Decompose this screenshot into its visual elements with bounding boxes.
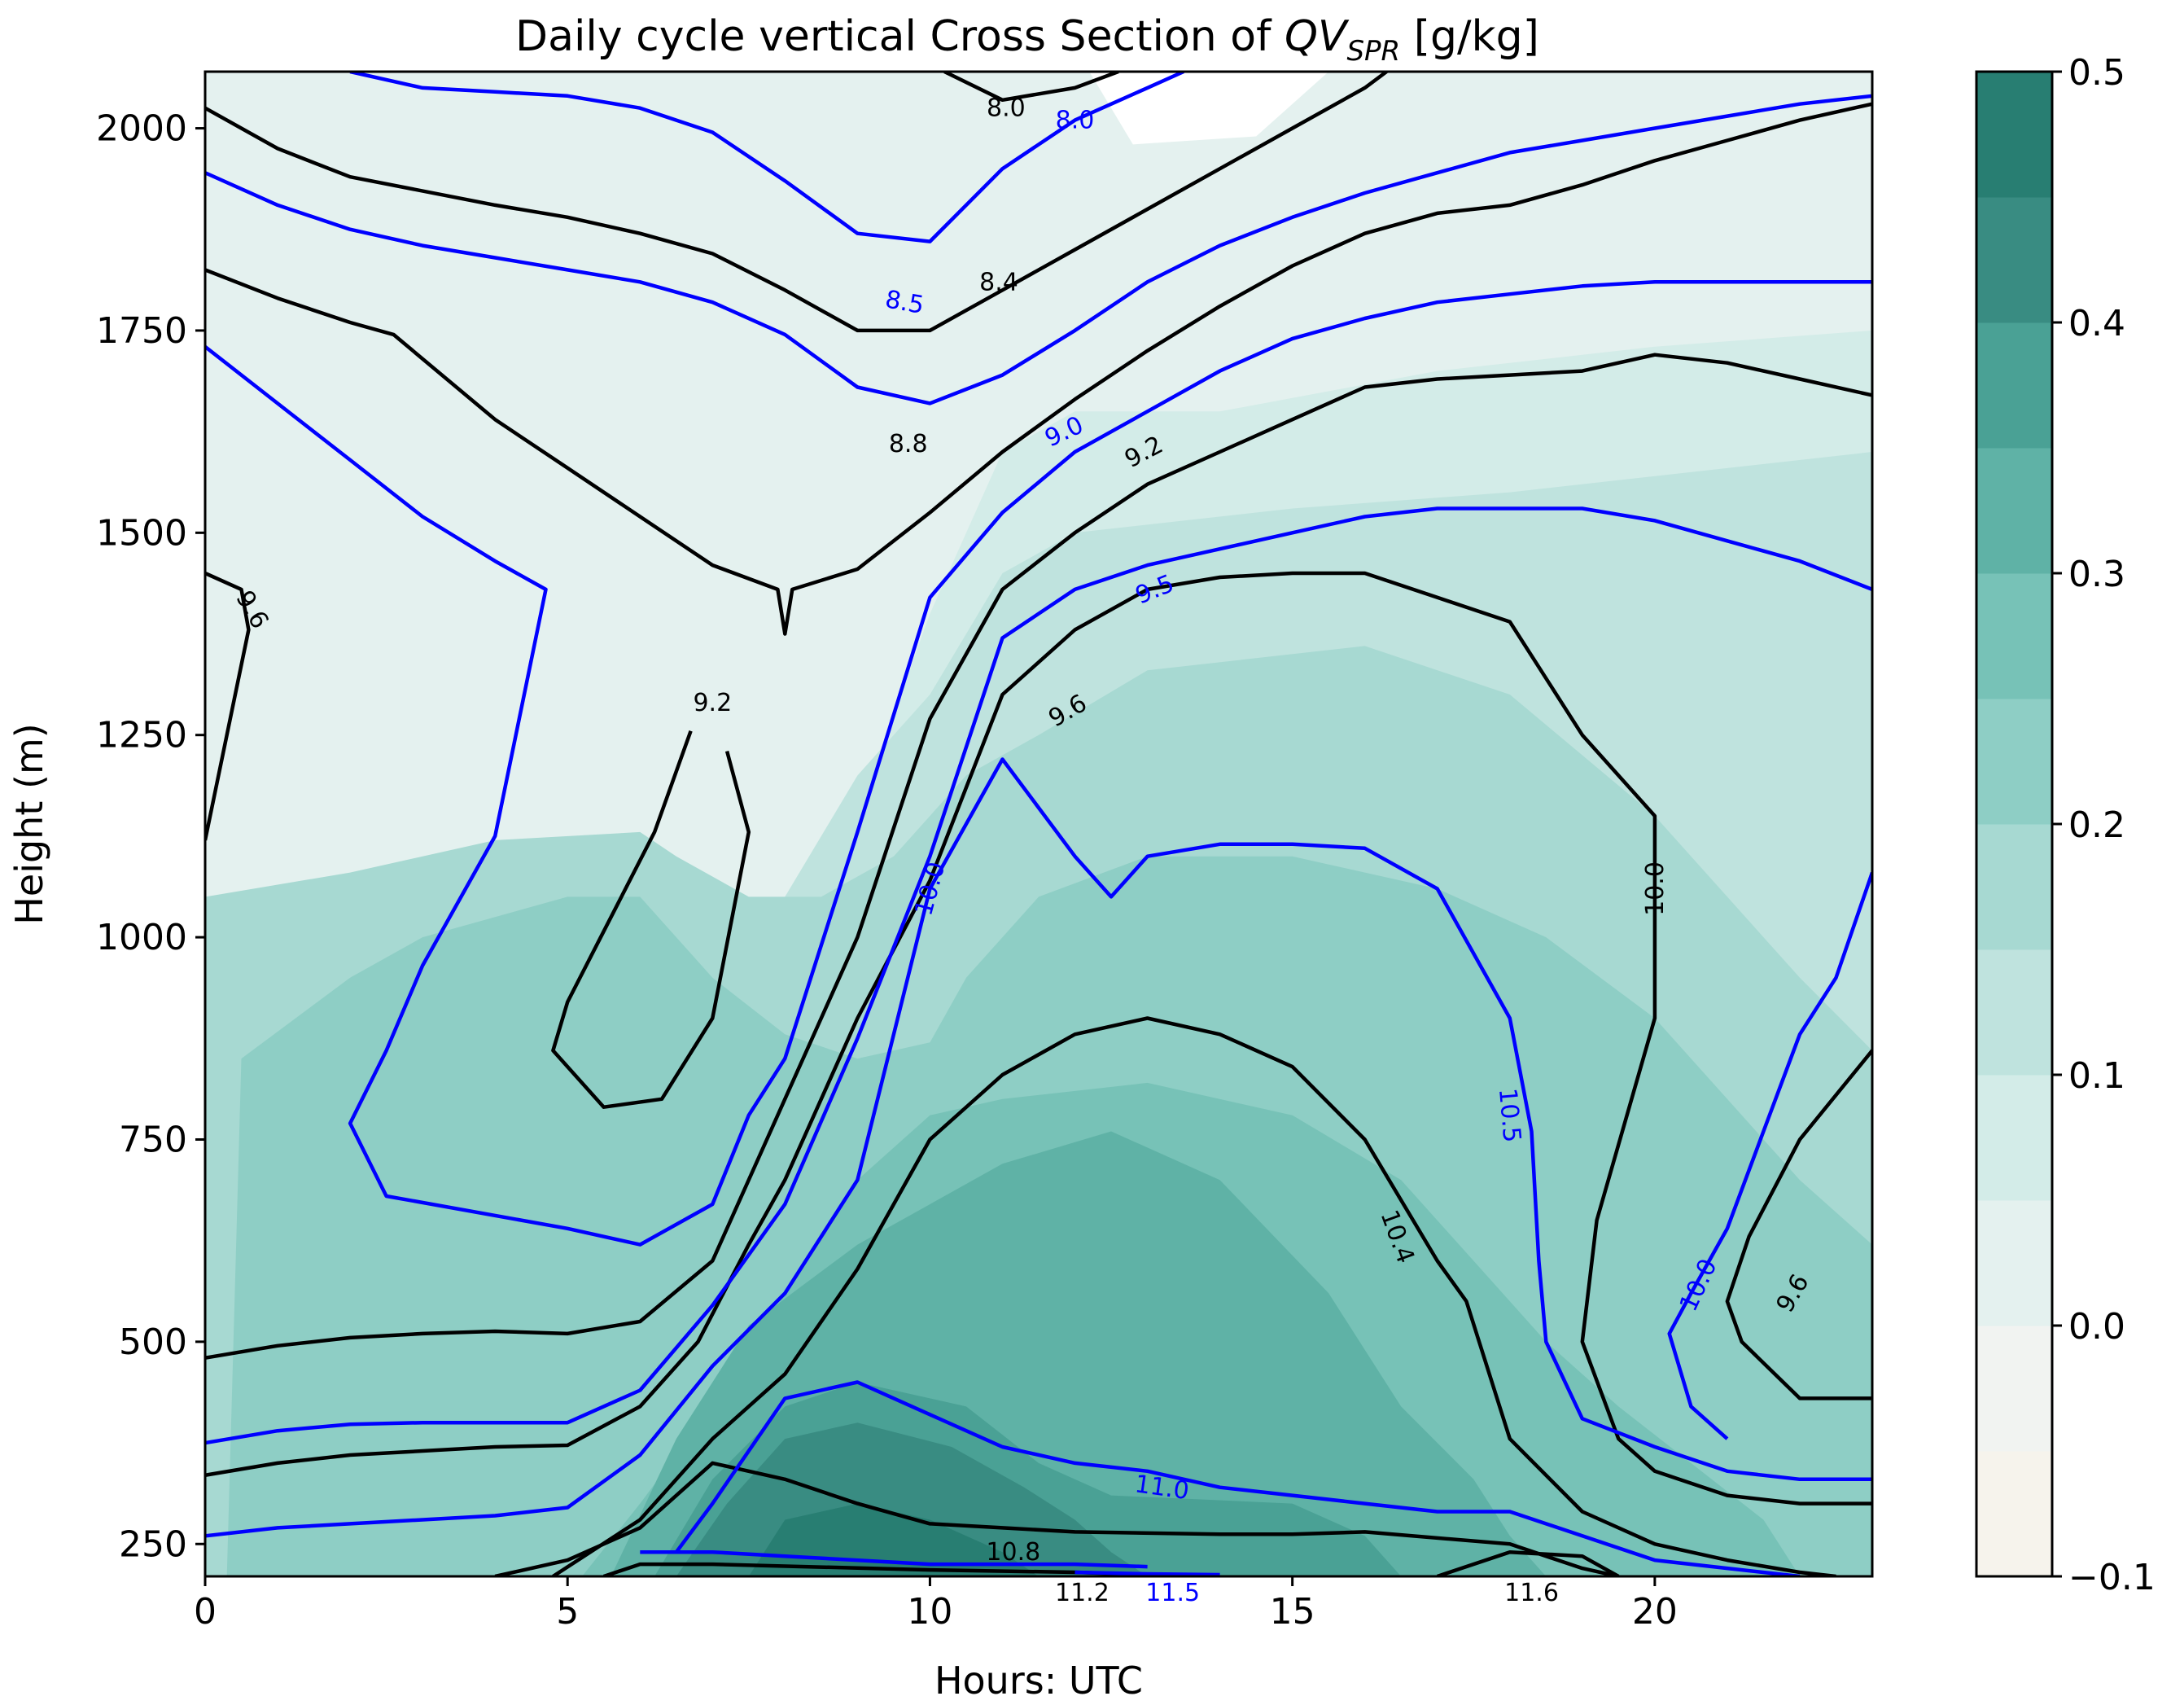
colorbar-tick-label: 0.5	[2068, 52, 2125, 94]
black-contour-9.6	[1725, 1049, 1872, 1400]
contour-label: 11.2	[1055, 1579, 1110, 1607]
colorbar-swatch	[1976, 1075, 2052, 1201]
colorbar-tick-label: 0.1	[2068, 1055, 2125, 1097]
blue-contour-9.5	[205, 506, 1872, 1445]
blue-contour-10.5	[674, 1380, 1801, 1576]
x-tick-label: 0	[194, 1591, 217, 1633]
colorbar-swatch	[1976, 1326, 2052, 1452]
contour-label-group: 8.8	[889, 430, 928, 458]
x-tick-label: 20	[1632, 1591, 1678, 1633]
blue-contour-10.0	[205, 757, 1872, 1538]
contour-label: 10.0	[1641, 861, 1670, 916]
black-contour-9.2	[205, 571, 251, 841]
chart-title: Daily cycle vertical Cross Section of QV…	[515, 12, 1539, 68]
y-tick-label: 2000	[96, 108, 187, 150]
colorbar-tick-label: 0.0	[2068, 1306, 2125, 1348]
y-tick-label: 1500	[96, 512, 187, 554]
contour-label: 8.5	[883, 285, 926, 320]
black-contour-10.0	[205, 571, 1872, 1506]
y-tick-label: 750	[119, 1119, 187, 1160]
black-contour-10.8	[494, 1461, 1619, 1576]
contour-label: 11.5	[1145, 1579, 1200, 1607]
contour-label-group: 10.5	[1493, 1087, 1526, 1144]
y-tick-label: 250	[119, 1523, 187, 1565]
colorbar-swatch	[1976, 573, 2052, 699]
plot-frame	[204, 70, 1874, 1578]
blue-contour-8.5	[205, 94, 1872, 405]
contour-label-group: 11.6	[1504, 1579, 1559, 1607]
contour-label-group: 8.0	[1056, 107, 1095, 135]
filled-contour-bands	[205, 72, 1872, 1576]
colorbar-swatch	[1976, 322, 2052, 449]
x-tick-label: 5	[556, 1591, 579, 1633]
colorbar-swatch	[1976, 949, 2052, 1076]
contour-label-group: 10.0	[1641, 861, 1670, 916]
colorbar: −0.1 0.0 0.1 0.2 0.3 0.4 0.5	[1975, 52, 2156, 1598]
x-tick-label: 15	[1270, 1591, 1315, 1633]
y-tick-label: 500	[119, 1321, 187, 1363]
white-region	[1089, 72, 1329, 145]
contour-label-group: 8.5	[883, 285, 926, 320]
contour-label-group: 10.8	[986, 1538, 1040, 1567]
colorbar-swatch	[1976, 1200, 2052, 1326]
blue-contour-9.0	[205, 280, 1872, 1247]
x-axis-label: Hours: UTC	[934, 1659, 1143, 1703]
contour-label-group: 9.2	[693, 689, 732, 717]
y-axis-label: Height (m)	[7, 723, 51, 924]
colorbar-swatch	[1976, 699, 2052, 825]
colorbar-swatch	[1976, 824, 2052, 950]
black-contour-9.6	[205, 353, 1872, 1360]
contour-label: 8.0	[987, 94, 1026, 123]
y-tick-label: 1000	[96, 917, 187, 958]
colorbar-swatch	[1976, 1451, 2052, 1577]
contour-label: 9.2	[693, 689, 732, 717]
y-tick-label: 1750	[96, 310, 187, 352]
contour-label-group: 8.0	[987, 94, 1026, 123]
x-axis-ticks: 0 5 10 15 20	[194, 1576, 1678, 1633]
title-main: Daily cycle vertical Cross Section of	[515, 12, 1285, 61]
black-contour-8.0	[943, 72, 1119, 103]
black-contour-8.4	[205, 72, 1388, 333]
title-suffix: [g/kg]	[1400, 12, 1539, 61]
title-math-base: QV	[1285, 12, 1350, 61]
title-math-subscript: SPR	[1346, 35, 1400, 68]
colorbar-swatch	[1976, 197, 2052, 323]
contour-label: 10.8	[986, 1538, 1040, 1567]
x-tick-label: 10	[907, 1591, 952, 1633]
colorbar-swatch	[1976, 72, 2052, 198]
colorbar-tick-label: 0.2	[2068, 804, 2125, 846]
contour-label-group: 11.2	[1055, 1579, 1110, 1607]
contour-label-group: 8.4	[979, 268, 1018, 296]
y-tick-label: 1250	[96, 715, 187, 756]
contour-label: 11.6	[1504, 1579, 1559, 1607]
y-axis-ticks: 250 500 750 1000 1250 1500 1750 2000	[96, 108, 205, 1565]
contour-label-group: 11.5	[1145, 1579, 1200, 1607]
colorbar-tick-label: −0.1	[2068, 1557, 2156, 1598]
blue-contour-8.0	[349, 72, 1185, 243]
colorbar-tick-label: 0.3	[2068, 554, 2125, 595]
blue-contour-10.0	[1667, 871, 1872, 1440]
contour-lines	[205, 72, 1872, 1576]
contour-label: 8.8	[889, 430, 928, 458]
colorbar-swatch	[1976, 448, 2052, 574]
contour-label: 8.0	[1056, 107, 1095, 135]
blue-contour-11.0	[640, 1549, 1148, 1569]
contour-label: 8.4	[979, 268, 1018, 296]
contour-label: 10.5	[1493, 1087, 1526, 1144]
blue-contour-11.5	[1074, 1570, 1220, 1576]
black-contour-9.2	[551, 730, 751, 1109]
colorbar-tick-label: 0.4	[2068, 303, 2125, 344]
black-contour-8.8	[205, 102, 1872, 636]
black-contour-11.6	[1436, 1549, 1620, 1576]
black-contour-10.4	[552, 1016, 1836, 1576]
